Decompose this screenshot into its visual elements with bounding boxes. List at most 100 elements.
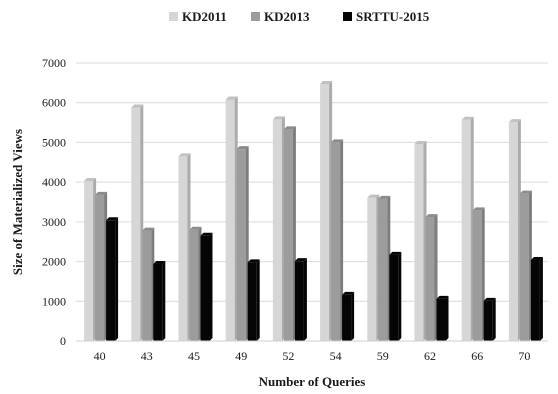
bar-KD2013-62 <box>425 214 438 341</box>
bar-top <box>414 141 427 145</box>
bar-top <box>283 126 296 130</box>
legend-item-SRTTU-2015: SRTTU-2015 <box>343 9 430 24</box>
legend-label: KD2013 <box>264 9 310 24</box>
bar-KD2013-45 <box>189 226 202 341</box>
legend-item-KD2013: KD2013 <box>251 9 310 24</box>
bar-SRTTU-2015-49 <box>247 259 260 341</box>
y-tick-label: 5000 <box>42 135 66 149</box>
bar-face <box>225 99 235 341</box>
bar-KD2013-54 <box>331 139 344 341</box>
bar-SRTTU-2015-45 <box>200 232 213 341</box>
bar-SRTTU-2015-66 <box>483 297 496 341</box>
y-tick-label: 1000 <box>42 294 66 308</box>
y-tick-label: 4000 <box>42 175 66 189</box>
bar-face <box>342 294 352 341</box>
bar-face <box>519 193 529 341</box>
bar-KD2011-66 <box>461 116 474 341</box>
bar-side <box>340 139 344 341</box>
bar-KD2013-70 <box>519 190 532 341</box>
bar-KD2011-59 <box>367 194 380 341</box>
bar-top <box>378 195 391 199</box>
x-tick-label: 45 <box>188 349 200 363</box>
bar-face <box>294 261 304 341</box>
legend-item-KD2011: KD2011 <box>169 9 227 24</box>
bar-top <box>508 119 521 123</box>
bar-KD2011-49 <box>225 96 238 341</box>
x-tick-label: 52 <box>282 349 294 363</box>
bars <box>84 81 543 341</box>
bar-face <box>389 254 399 341</box>
bar-face <box>236 149 246 341</box>
bar-KD2013-59 <box>378 195 391 341</box>
bar-face <box>200 235 210 341</box>
bar-top <box>320 81 333 85</box>
legend-label: KD2011 <box>182 9 227 24</box>
bar-KD2013-49 <box>236 146 249 341</box>
bar-face <box>483 300 493 341</box>
legend: KD2011 KD2013 SRTTU-2015 <box>169 9 430 24</box>
bar-side <box>351 291 355 341</box>
bar-top <box>189 226 202 230</box>
bar-face <box>414 144 424 341</box>
bar-KD2011-52 <box>272 116 285 341</box>
bar-KD2013-66 <box>472 207 485 341</box>
legend-label: SRTTU-2015 <box>356 9 430 24</box>
y-tick-label: 6000 <box>42 96 66 110</box>
bar-KD2013-40 <box>95 191 108 341</box>
bar-side <box>209 232 213 341</box>
bar-SRTTU-2015-70 <box>530 256 543 341</box>
bar-top <box>247 259 260 263</box>
x-tick-label: 49 <box>235 349 247 363</box>
bar-face <box>530 259 540 341</box>
bar-top <box>106 217 119 221</box>
bar-KD2011-54 <box>320 81 333 341</box>
bar-side <box>398 251 402 341</box>
bar-SRTTU-2015-40 <box>106 217 119 341</box>
bar-top <box>389 251 402 255</box>
bar-side <box>256 259 260 341</box>
bar-side <box>492 297 496 341</box>
bar-face <box>378 198 388 341</box>
bar-face <box>153 263 163 341</box>
bar-top <box>425 214 438 218</box>
bar-SRTTU-2015-62 <box>436 295 449 341</box>
bar-top <box>461 116 474 120</box>
x-tick-label: 43 <box>141 349 153 363</box>
legend-swatch <box>251 12 260 21</box>
bar-face <box>320 84 330 341</box>
legend-swatch <box>343 12 352 21</box>
bar-KD2011-43 <box>131 104 144 341</box>
bar-top <box>236 146 249 150</box>
y-axis-ticks: 0 1000 2000 3000 4000 5000 6000 7000 <box>42 56 66 348</box>
bar-top <box>153 260 166 264</box>
bar-face <box>272 119 282 341</box>
bar-top <box>142 227 155 231</box>
x-axis-ticks: 40 43 45 49 52 54 59 62 66 70 <box>94 349 531 363</box>
bar-side <box>303 258 307 341</box>
bar-face <box>331 142 341 341</box>
x-tick-label: 70 <box>518 349 530 363</box>
y-tick-label: 3000 <box>42 215 66 229</box>
bar-KD2011-70 <box>508 119 521 341</box>
x-tick-label: 54 <box>330 349 342 363</box>
bar-face <box>106 220 116 341</box>
bar-top <box>294 258 307 262</box>
bar-face <box>472 210 482 341</box>
bar-top <box>84 177 97 181</box>
legend-swatch <box>169 12 178 21</box>
y-tick-label: 0 <box>60 334 66 348</box>
bar-side <box>115 217 119 341</box>
x-tick-label: 62 <box>424 349 436 363</box>
bar-top <box>225 96 238 100</box>
x-tick-label: 59 <box>377 349 389 363</box>
bar-KD2013-52 <box>283 126 296 341</box>
x-tick-label: 40 <box>94 349 106 363</box>
bar-face <box>425 217 435 341</box>
bar-KD2011-62 <box>414 141 427 341</box>
bar-SRTTU-2015-52 <box>294 258 307 341</box>
y-axis-title: Size of Materialized Views <box>10 129 25 275</box>
bar-face <box>508 122 518 341</box>
bar-top <box>272 116 285 120</box>
bar-face <box>178 156 188 341</box>
bar-top <box>131 104 144 108</box>
